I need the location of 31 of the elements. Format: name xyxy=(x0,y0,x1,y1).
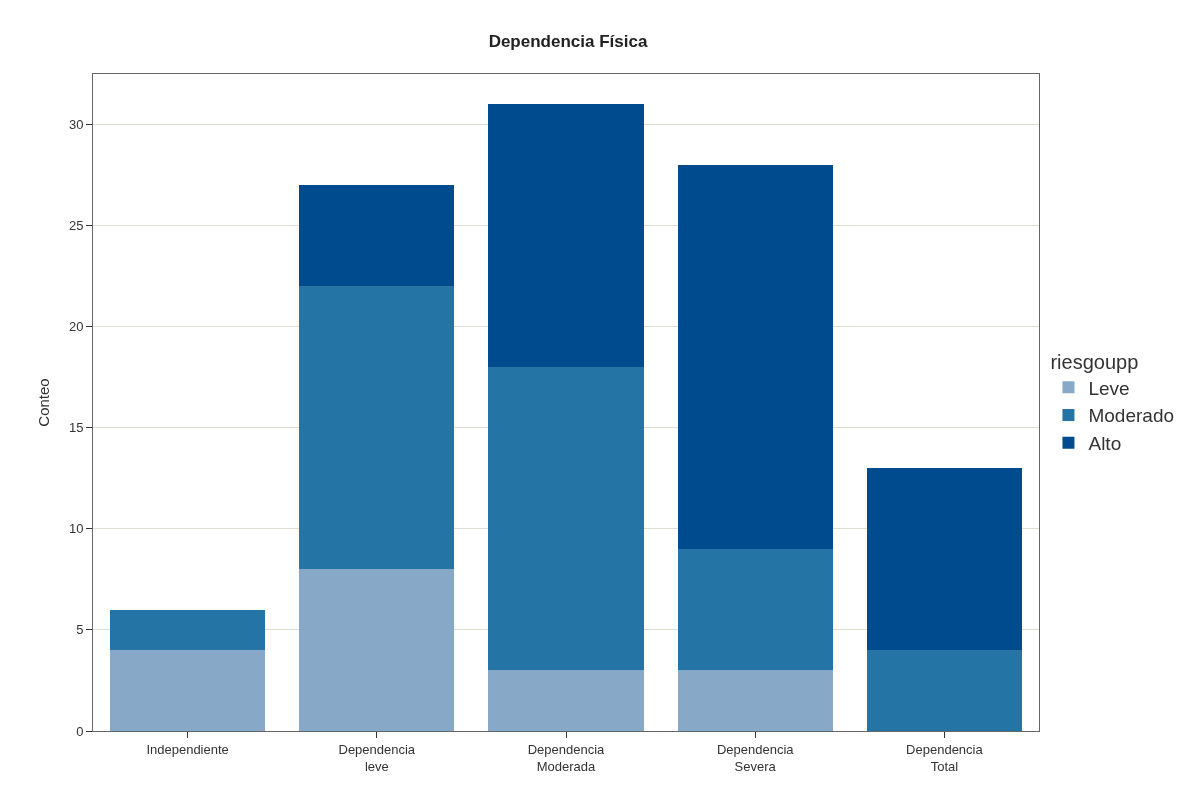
bar xyxy=(677,164,833,550)
bar xyxy=(488,670,644,731)
y-tick-label: 30 xyxy=(68,117,84,133)
bar xyxy=(299,286,455,570)
x-tick-label: Dependencia leve xyxy=(338,741,416,774)
y-tick-label: 5 xyxy=(76,622,84,638)
y-tick-label: 20 xyxy=(68,319,84,335)
bar xyxy=(677,549,833,671)
y-tick-label: 10 xyxy=(68,521,84,537)
legend-label: Alto xyxy=(1088,433,1122,455)
bar xyxy=(677,670,833,731)
bar xyxy=(488,104,644,368)
x-tick-label: Dependencia Moderada xyxy=(527,741,606,774)
y-tick-label: 15 xyxy=(68,420,84,436)
legend-label: Moderado xyxy=(1088,405,1175,427)
bar xyxy=(488,367,644,671)
x-tick-label: Independiente xyxy=(146,741,229,757)
x-tick-label: Dependencia Severa xyxy=(716,741,795,774)
y-axis-title: Conteo xyxy=(35,378,53,427)
bar xyxy=(299,185,455,287)
bar xyxy=(110,609,266,651)
legend-label: Leve xyxy=(1088,377,1130,399)
bar xyxy=(110,650,266,731)
legend-title: riesgoupp xyxy=(1050,350,1139,373)
bar xyxy=(299,569,455,731)
x-tick-label: Dependencia Total xyxy=(906,741,984,774)
y-tick-label: 0 xyxy=(76,723,84,739)
bar xyxy=(866,468,1022,651)
y-tick-label: 25 xyxy=(68,218,84,234)
chart-title: Dependencia Física xyxy=(488,32,648,52)
bar xyxy=(866,650,1022,731)
